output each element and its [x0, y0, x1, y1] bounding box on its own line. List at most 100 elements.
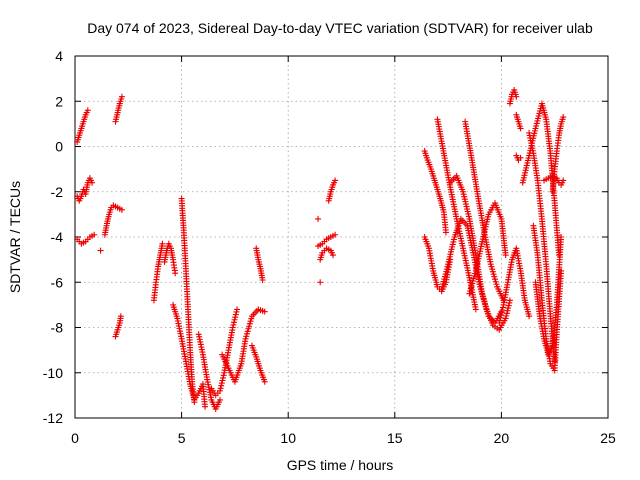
data-point [117, 313, 124, 320]
y-tick-label: 4 [55, 48, 63, 64]
series-track-20 [315, 215, 322, 222]
data-point [172, 270, 179, 277]
y-tick-label: -4 [51, 229, 64, 245]
data-point [89, 179, 96, 186]
data-point-dense [505, 302, 512, 309]
y-tick-label: -6 [51, 274, 64, 290]
data-point [261, 378, 268, 385]
series-track-07 [112, 313, 124, 340]
y-tick-label: -8 [51, 320, 64, 336]
series-track-38 [549, 114, 567, 195]
data-point-dense [230, 319, 237, 326]
series-track-32 [513, 152, 524, 164]
data-point-dense [217, 385, 224, 392]
data-point [496, 319, 503, 326]
data-points [74, 86, 567, 412]
data-point [558, 234, 565, 240]
data-point-dense [506, 299, 513, 306]
data-point [118, 93, 125, 100]
data-point-dense [499, 307, 506, 314]
data-point-dense [499, 304, 506, 311]
data-point [216, 387, 223, 394]
data-point [202, 403, 209, 410]
data-point-dense [498, 312, 505, 319]
data-point [502, 315, 509, 322]
data-point-dense [220, 374, 227, 381]
x-tick-label: 15 [387, 430, 403, 446]
grid-lines [75, 56, 608, 418]
data-point [517, 154, 524, 161]
data-point-dense [233, 308, 240, 315]
series-track-15 [248, 342, 268, 385]
y-axis-label: SDTVAR / TECUs [7, 181, 23, 293]
data-point-dense [505, 305, 512, 312]
series-track-31 [513, 111, 524, 132]
data-point-dense [231, 316, 238, 323]
data-point-dense [232, 314, 239, 321]
x-tick-label: 0 [71, 430, 79, 446]
data-point [560, 177, 567, 184]
data-point [234, 306, 241, 313]
data-point [332, 231, 339, 238]
series-track-01 [74, 107, 91, 145]
data-point [332, 177, 339, 184]
data-point-dense [232, 311, 239, 318]
series-track-06 [112, 93, 125, 125]
data-point [472, 306, 479, 313]
series-track-14 [219, 306, 268, 385]
series-track-16 [253, 245, 266, 283]
data-point [317, 279, 324, 286]
x-tick-label: 20 [494, 430, 510, 446]
data-point [259, 276, 266, 283]
data-point [159, 240, 166, 247]
x-tick-label: 10 [280, 430, 296, 446]
series-track-03 [74, 231, 98, 247]
series-track-21 [317, 279, 324, 286]
series-track-04 [101, 202, 125, 238]
data-point-dense [503, 310, 510, 317]
series-track-36 [532, 234, 565, 358]
data-point-dense [218, 380, 225, 387]
series-track-34 [526, 129, 558, 365]
y-tick-label: -2 [51, 184, 64, 200]
series-track-19 [325, 177, 339, 204]
y-axis: -12 -10 -8 -6 -4 -2 0 2 4 [43, 48, 608, 426]
data-point [261, 308, 268, 315]
y-tick-label: 0 [55, 139, 63, 155]
series-track-29 [496, 245, 533, 326]
y-tick-label: 2 [55, 93, 63, 109]
x-axis: 0 5 10 15 20 25 [71, 56, 616, 446]
series-track-11 [178, 195, 198, 406]
series-track-22 [421, 148, 449, 236]
chart-title: Day 074 of 2023, Sidereal Day-to-day VTE… [87, 20, 593, 36]
series-track-08 [150, 240, 166, 304]
data-point-dense [504, 307, 511, 314]
series-track-18 [317, 245, 336, 263]
series-track-28 [466, 200, 509, 297]
data-point [91, 231, 98, 238]
data-point [191, 399, 198, 406]
data-point [97, 247, 104, 254]
data-point [502, 252, 509, 259]
data-point [118, 206, 125, 213]
data-point [513, 93, 520, 100]
data-point-dense [496, 317, 503, 324]
series-track-17 [315, 231, 339, 250]
x-axis-label: GPS time / hours [287, 457, 394, 473]
data-point [229, 324, 236, 331]
series-track-12 [195, 331, 223, 412]
y-tick-label: -12 [43, 410, 63, 426]
data-point [329, 252, 336, 259]
y-tick-label: -10 [43, 365, 63, 381]
series-track-26 [447, 172, 505, 326]
x-tick-label: 25 [600, 430, 616, 446]
series-track-25 [434, 116, 479, 313]
data-point-dense [218, 382, 225, 389]
data-point-dense [219, 377, 226, 384]
data-point-dense [230, 321, 237, 328]
data-point-dense [497, 314, 504, 321]
data-point [216, 396, 223, 403]
series-track-02 [74, 175, 96, 204]
series-track-05 [97, 247, 104, 254]
